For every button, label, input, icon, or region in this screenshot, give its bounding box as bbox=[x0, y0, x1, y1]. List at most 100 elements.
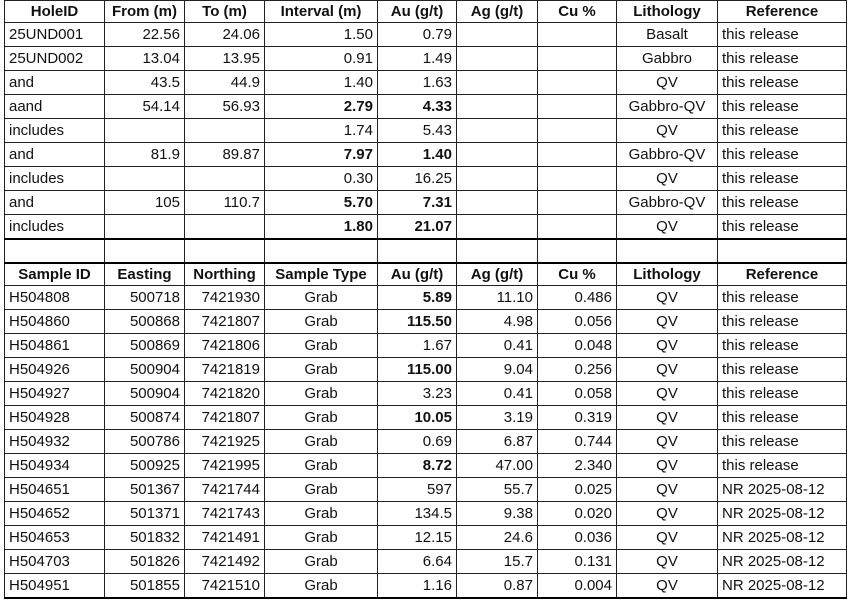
table-cell[interactable]: 0.744 bbox=[537, 429, 617, 454]
table-cell[interactable]: 0.41 bbox=[456, 381, 538, 406]
table-cell[interactable]: this release bbox=[717, 190, 847, 215]
table-cell[interactable]: 11.10 bbox=[456, 285, 538, 310]
table-cell[interactable]: this release bbox=[717, 94, 847, 119]
table-cell[interactable]: 1.49 bbox=[377, 46, 457, 71]
table-cell[interactable]: 7421807 bbox=[184, 405, 265, 430]
column-header[interactable]: Lithology bbox=[616, 262, 718, 286]
table-cell[interactable] bbox=[537, 214, 617, 240]
table-cell[interactable] bbox=[537, 142, 617, 167]
table-cell[interactable]: this release bbox=[717, 142, 847, 167]
table-cell[interactable]: Grab bbox=[264, 309, 378, 334]
table-cell[interactable]: QV bbox=[616, 501, 718, 526]
table-cell[interactable]: 7421491 bbox=[184, 525, 265, 550]
column-header[interactable]: HoleID bbox=[4, 0, 105, 23]
table-cell[interactable]: 115.50 bbox=[377, 309, 457, 334]
table-cell[interactable]: 81.9 bbox=[104, 142, 185, 167]
table-cell[interactable]: 500868 bbox=[104, 309, 185, 334]
empty-cell[interactable] bbox=[104, 238, 185, 264]
table-cell[interactable]: 1.16 bbox=[377, 573, 457, 599]
table-cell[interactable] bbox=[104, 214, 185, 240]
table-cell[interactable]: Grab bbox=[264, 525, 378, 550]
table-cell[interactable]: 15.7 bbox=[456, 549, 538, 574]
table-cell[interactable]: 0.91 bbox=[264, 46, 378, 71]
table-cell[interactable]: 7.97 bbox=[264, 142, 378, 167]
table-cell[interactable]: 7421819 bbox=[184, 357, 265, 382]
table-cell[interactable]: 0.056 bbox=[537, 309, 617, 334]
table-cell[interactable]: this release bbox=[717, 429, 847, 454]
table-cell[interactable]: 22.56 bbox=[104, 22, 185, 47]
table-cell[interactable]: 9.04 bbox=[456, 357, 538, 382]
table-cell[interactable] bbox=[537, 94, 617, 119]
column-header[interactable]: Lithology bbox=[616, 0, 718, 23]
table-cell[interactable]: 7.31 bbox=[377, 190, 457, 215]
table-cell[interactable]: 0.69 bbox=[377, 429, 457, 454]
table-cell[interactable]: 7421743 bbox=[184, 501, 265, 526]
table-cell[interactable]: H504928 bbox=[4, 405, 105, 430]
table-cell[interactable]: Gabbro-QV bbox=[616, 142, 718, 167]
empty-cell[interactable] bbox=[616, 238, 718, 264]
table-cell[interactable]: 56.93 bbox=[184, 94, 265, 119]
table-cell[interactable]: 0.058 bbox=[537, 381, 617, 406]
table-cell[interactable]: 9.38 bbox=[456, 501, 538, 526]
table-cell[interactable]: 1.50 bbox=[264, 22, 378, 47]
table-cell[interactable]: 115.00 bbox=[377, 357, 457, 382]
table-cell[interactable]: 89.87 bbox=[184, 142, 265, 167]
table-cell[interactable]: Grab bbox=[264, 357, 378, 382]
table-cell[interactable]: H504927 bbox=[4, 381, 105, 406]
table-cell[interactable]: 500904 bbox=[104, 357, 185, 382]
table-cell[interactable]: 105 bbox=[104, 190, 185, 215]
table-cell[interactable]: 501367 bbox=[104, 477, 185, 502]
table-cell[interactable]: 44.9 bbox=[184, 70, 265, 95]
empty-cell[interactable] bbox=[4, 238, 105, 264]
table-cell[interactable]: 0.319 bbox=[537, 405, 617, 430]
table-cell[interactable]: this release bbox=[717, 357, 847, 382]
table-cell[interactable]: 134.5 bbox=[377, 501, 457, 526]
table-cell[interactable]: this release bbox=[717, 22, 847, 47]
empty-cell[interactable] bbox=[264, 238, 378, 264]
column-header[interactable]: Ag (g/t) bbox=[456, 262, 538, 286]
table-cell[interactable]: 6.64 bbox=[377, 549, 457, 574]
table-cell[interactable]: 500874 bbox=[104, 405, 185, 430]
table-cell[interactable]: 0.025 bbox=[537, 477, 617, 502]
table-cell[interactable]: 1.74 bbox=[264, 118, 378, 143]
table-cell[interactable]: QV bbox=[616, 381, 718, 406]
table-cell[interactable]: 0.131 bbox=[537, 549, 617, 574]
table-cell[interactable]: this release bbox=[717, 285, 847, 310]
table-cell[interactable]: 0.41 bbox=[456, 333, 538, 358]
table-cell[interactable]: QV bbox=[616, 118, 718, 143]
table-cell[interactable]: this release bbox=[717, 309, 847, 334]
table-cell[interactable] bbox=[456, 46, 538, 71]
table-cell[interactable]: 501832 bbox=[104, 525, 185, 550]
table-cell[interactable]: 2.340 bbox=[537, 453, 617, 478]
table-cell[interactable]: 7421806 bbox=[184, 333, 265, 358]
column-header[interactable]: Au (g/t) bbox=[377, 262, 457, 286]
table-cell[interactable]: Grab bbox=[264, 333, 378, 358]
table-cell[interactable]: this release bbox=[717, 381, 847, 406]
table-cell[interactable] bbox=[104, 118, 185, 143]
table-cell[interactable]: 7421510 bbox=[184, 573, 265, 599]
column-header[interactable]: Northing bbox=[184, 262, 265, 286]
table-cell[interactable]: QV bbox=[616, 214, 718, 240]
table-cell[interactable] bbox=[184, 118, 265, 143]
table-cell[interactable]: 12.15 bbox=[377, 525, 457, 550]
table-cell[interactable]: 0.036 bbox=[537, 525, 617, 550]
table-cell[interactable]: 0.79 bbox=[377, 22, 457, 47]
table-cell[interactable]: QV bbox=[616, 405, 718, 430]
table-cell[interactable]: 24.06 bbox=[184, 22, 265, 47]
table-cell[interactable]: 501371 bbox=[104, 501, 185, 526]
table-cell[interactable]: 6.87 bbox=[456, 429, 538, 454]
table-cell[interactable]: 25UND002 bbox=[4, 46, 105, 71]
table-cell[interactable]: H504860 bbox=[4, 309, 105, 334]
table-cell[interactable]: NR 2025-08-12 bbox=[717, 549, 847, 574]
table-cell[interactable]: H504651 bbox=[4, 477, 105, 502]
table-cell[interactable]: 25UND001 bbox=[4, 22, 105, 47]
column-header[interactable]: Cu % bbox=[537, 262, 617, 286]
table-cell[interactable]: H504932 bbox=[4, 429, 105, 454]
table-cell[interactable]: this release bbox=[717, 166, 847, 191]
table-cell[interactable] bbox=[537, 166, 617, 191]
empty-cell[interactable] bbox=[537, 238, 617, 264]
table-cell[interactable]: includes bbox=[4, 118, 105, 143]
table-cell[interactable]: aand bbox=[4, 94, 105, 119]
table-cell[interactable]: 4.98 bbox=[456, 309, 538, 334]
table-cell[interactable]: 1.63 bbox=[377, 70, 457, 95]
